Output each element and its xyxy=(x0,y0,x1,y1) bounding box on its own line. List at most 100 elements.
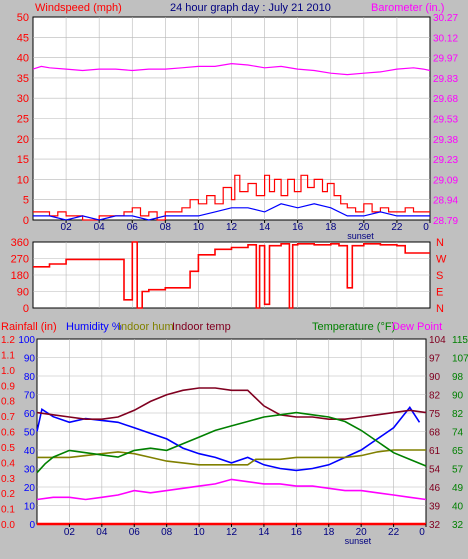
direction-tick: 270 xyxy=(11,254,29,266)
baro-tick: 29.38 xyxy=(433,135,458,146)
temperature-tick: 115 xyxy=(452,335,468,346)
rain-tick: 1.1 xyxy=(1,350,15,361)
wind-tick: 45 xyxy=(17,32,29,44)
temperature-label: Temperature (°F) xyxy=(312,321,395,333)
baro-tick: 29.97 xyxy=(433,54,458,65)
baro-tick: 29.09 xyxy=(433,175,458,186)
hour-label: 06 xyxy=(129,527,141,538)
baro-tick: 28.94 xyxy=(433,196,458,207)
humidity-tick: 40 xyxy=(24,446,36,457)
hour-label: 14 xyxy=(258,527,270,538)
sunset-label: sunset xyxy=(347,231,374,241)
hour-label: 22 xyxy=(388,527,400,538)
wind-tick: 5 xyxy=(23,195,29,207)
temperature-tick: 65 xyxy=(452,446,464,457)
humidity-label: Humidity % xyxy=(66,321,122,333)
rain-tick: 0.2 xyxy=(1,489,15,500)
wind-tick: 0 xyxy=(23,215,29,227)
hour-label: 16 xyxy=(291,527,303,538)
wind-grid xyxy=(33,17,430,220)
temperature-tick: 90 xyxy=(452,391,464,402)
temperature-tick: 57 xyxy=(452,465,464,476)
compass-tick: W xyxy=(436,254,447,266)
barometer-label: Barometer (in.) xyxy=(371,2,444,14)
wind-tick: 50 xyxy=(17,12,29,24)
indoor-hum-line xyxy=(37,449,426,466)
dew-point-line xyxy=(36,478,427,501)
rain-tick: 0.8 xyxy=(1,397,15,408)
temperature-tick: 98 xyxy=(452,372,464,383)
rain-tick: 0.5 xyxy=(1,443,15,454)
indoor-temp-label: Indoor temp xyxy=(172,321,231,333)
rain-tick: 0.6 xyxy=(1,428,15,439)
indoor-temp-tick: 46 xyxy=(429,483,441,494)
rain-tick: 0.0 xyxy=(1,520,15,531)
indoor-temp-line xyxy=(36,387,427,420)
barometer-line xyxy=(32,62,431,76)
humidity-tick: 0 xyxy=(29,520,35,531)
direction-tick: 90 xyxy=(17,287,29,299)
hour-label: 06 xyxy=(127,222,139,233)
baro-right-axis: 28.79 28.94 29.09 29.23 29.38 29.53 29.68 29.83… xyxy=(433,13,458,227)
temp-grid xyxy=(37,339,426,524)
indoor-temp-tick: 90 xyxy=(429,372,441,383)
wind-tick: 35 xyxy=(17,73,29,85)
humidity-tick: 20 xyxy=(24,483,36,494)
hour-label: 20 xyxy=(356,527,368,538)
rain-tick: 0.9 xyxy=(1,381,15,392)
rain-tick: 0.4 xyxy=(1,458,15,469)
indoor-temp-tick: 61 xyxy=(429,446,441,457)
compass-tick: N xyxy=(436,303,444,315)
hour-label: 0 xyxy=(423,222,429,233)
indoor-temp-tick: 39 xyxy=(429,502,441,513)
baro-tick: 29.83 xyxy=(433,74,458,85)
indoor-temp-tick: 104 xyxy=(429,335,446,346)
rainfall-label: Rainfall (in) xyxy=(1,321,57,333)
baro-tick: 28.79 xyxy=(433,216,458,227)
rain-tick: 0.1 xyxy=(1,505,15,516)
humidity-tick: 80 xyxy=(24,372,36,383)
temperature-tick: 74 xyxy=(452,428,464,439)
indoor-hum-label: Indoor hum xyxy=(118,321,174,333)
hour-label: 20 xyxy=(358,222,370,233)
hour-label: 16 xyxy=(292,222,304,233)
temp-x-axis: 02 04 06 08 10 12 14 16 18 20 22 0 sunset xyxy=(64,524,427,546)
indoor-temp-tick: 54 xyxy=(429,465,441,476)
hour-label: 02 xyxy=(64,527,76,538)
direction-series xyxy=(33,241,430,309)
indoor-temp-tick: 97 xyxy=(429,354,441,365)
direction-tick: 180 xyxy=(11,270,29,282)
temperature-tick: 49 xyxy=(452,483,464,494)
wind-left-axis: 0 5 10 15 20 25 30 35 40 45 50 xyxy=(17,12,29,227)
compass-tick: E xyxy=(436,287,443,299)
humidity-tick: 70 xyxy=(24,391,36,402)
humidity-tick: 50 xyxy=(24,428,36,439)
rain-tick: 1.0 xyxy=(1,366,15,377)
wind-tick: 40 xyxy=(17,53,29,65)
dew-point-label: Dew Point xyxy=(392,321,442,333)
baro-tick: 29.68 xyxy=(433,94,458,105)
hour-label: 22 xyxy=(391,222,403,233)
hour-label: 04 xyxy=(94,222,106,233)
indoor-temp-tick: 68 xyxy=(429,428,441,439)
temperature-line xyxy=(36,411,427,474)
hour-label: 04 xyxy=(96,527,108,538)
indoor-temp-tick: 32 xyxy=(429,520,441,531)
rain-tick: 0.7 xyxy=(1,412,15,423)
hour-label: 02 xyxy=(61,222,73,233)
compass-tick: N xyxy=(436,237,444,249)
indoor-temp-tick: 82 xyxy=(429,391,441,402)
wind-x-axis: 02 04 06 08 10 12 14 16 18 20 22 0 sunset xyxy=(61,220,431,241)
humidity-tick: 100 xyxy=(18,335,35,346)
hour-label: 08 xyxy=(161,527,173,538)
baro-tick: 29.53 xyxy=(433,115,458,126)
humidity-tick: 10 xyxy=(24,502,36,513)
wind-tick: 10 xyxy=(17,174,29,186)
direction-grid xyxy=(33,242,430,308)
chart-title: 24 hour graph day : July 21 2010 xyxy=(170,2,331,14)
wind-tick: 25 xyxy=(17,114,29,126)
indoor-temp-tick: 75 xyxy=(429,409,441,420)
sunset-label: sunset xyxy=(345,536,372,546)
